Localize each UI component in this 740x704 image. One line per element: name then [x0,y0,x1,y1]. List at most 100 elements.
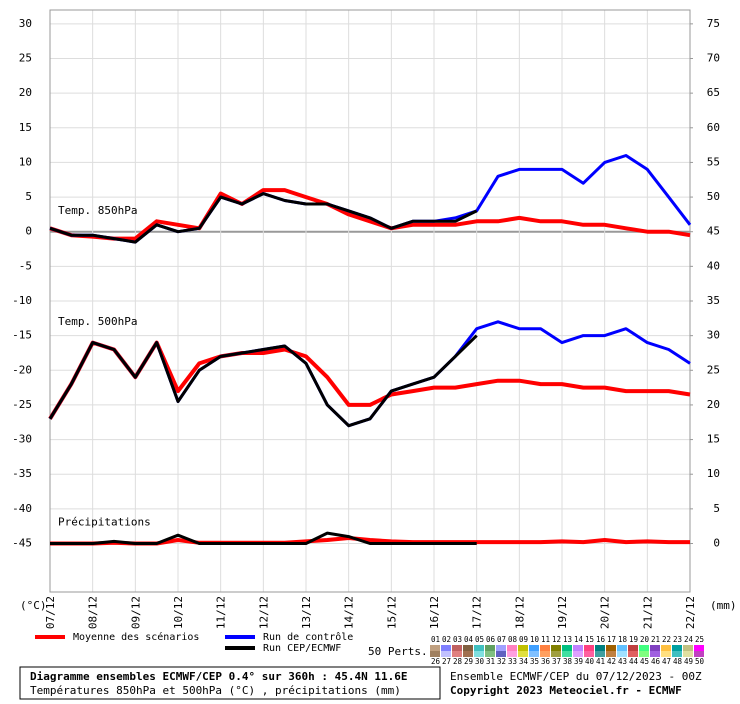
member-label: 02 [442,635,451,644]
member-label: 36 [541,657,551,666]
member-label: 39 [574,657,583,666]
member-label: 38 [563,657,573,666]
member-label: 17 [607,635,616,644]
member-swatch [573,651,583,657]
member-swatch [639,651,649,657]
annotation: Précipitations [58,516,151,529]
y2-tick-label: 75 [707,17,720,30]
member-label: 49 [684,657,693,666]
x-tick-label: 11/12 [215,596,228,629]
x-tick-label: 08/12 [87,596,100,629]
member-label: 22 [662,635,671,644]
x-tick-label: 16/12 [428,596,441,629]
y-tick-label: -30 [12,433,32,446]
x-tick-label: 22/12 [684,596,697,629]
grid [49,10,691,592]
member-swatch [452,645,462,651]
member-swatch [441,651,451,657]
x-tick-label: 14/12 [343,596,356,629]
footer-title: Diagramme ensembles ECMWF/CEP 0.4° sur 3… [30,670,408,683]
member-swatch [441,645,451,651]
member-swatch [507,651,517,657]
member-swatch [650,645,660,651]
y-tick-label: -45 [12,537,32,550]
member-swatch [661,651,671,657]
y-tick-label: 20 [19,86,32,99]
member-label: 13 [563,635,572,644]
x-tick-label: 19/12 [556,596,569,629]
legend-label: Run de contrôle [263,631,353,643]
footer-subtitle: Températures 850hPa et 500hPa (°C) , pré… [30,684,401,697]
footer-box [19,666,441,700]
member-label: 15 [585,635,594,644]
x-tick-label: 12/12 [257,596,270,629]
member-swatch [518,645,528,651]
y-tick-label: -5 [19,259,32,272]
member-swatch [584,651,594,657]
member-swatch [474,645,484,651]
member-swatch [683,651,693,657]
member-label: 23 [673,635,682,644]
member-label: 30 [475,657,485,666]
y2-axis-label: (mm) [710,599,737,612]
y2-tick-label: 40 [707,259,720,272]
y2-tick-label: 0 [713,537,720,550]
member-label: 16 [596,635,606,644]
y2-tick-label: 25 [707,363,720,376]
x-tick-label: 07/12 [44,596,57,629]
member-swatch [474,651,484,657]
member-label: 41 [596,657,605,666]
y-tick-label: -15 [12,329,32,342]
member-swatch [452,651,462,657]
y2-tick-label: 30 [707,329,720,342]
series-line [50,531,477,545]
member-swatch [562,651,572,657]
member-label: 29 [464,657,473,666]
y-tick-label: -35 [12,467,32,480]
member-swatch [430,645,440,651]
member-label: 08 [508,635,518,644]
y2-tick-label: 50 [707,190,720,203]
y2-tick-label: 55 [707,155,720,168]
member-swatch [650,651,660,657]
y-tick-label: 10 [19,155,32,168]
member-swatch [551,651,561,657]
footer-run: Ensemble ECMWF/CEP du 07/12/2023 - 00Z [450,670,702,683]
member-swatch [485,651,495,657]
x-tick-label: 10/12 [172,596,185,629]
member-swatch [672,645,682,651]
member-label: 01 [431,635,440,644]
member-swatch [606,651,616,657]
member-label: 48 [673,657,683,666]
member-label: 14 [574,635,584,644]
member-label: 24 [684,635,694,644]
member-label: 18 [618,635,628,644]
member-swatch [496,645,506,651]
member-label: 07 [497,635,506,644]
member-swatch [430,651,440,657]
y-tick-label: 0 [25,225,32,238]
member-label: 10 [530,635,540,644]
y2-tick-label: 45 [707,225,720,238]
member-swatch [485,645,495,651]
member-swatch [617,645,627,651]
x-tick-label: 13/12 [300,596,313,629]
x-tick-label: 20/12 [599,596,612,629]
member-label: 34 [519,657,529,666]
member-label: 06 [486,635,496,644]
y2-tick-label: 65 [707,86,720,99]
member-swatch [661,645,671,651]
legend-label: Moyenne des scénarios [73,631,199,643]
member-swatch [694,645,704,651]
member-label: 33 [508,657,517,666]
member-label: 12 [552,635,561,644]
member-label: 19 [629,635,638,644]
series-line [49,188,691,241]
y-tick-label: 25 [19,52,32,65]
member-swatch [463,645,473,651]
y-tick-label: -25 [12,398,32,411]
y2-tick-label: 20 [707,398,720,411]
annotation: Temp. 850hPa [58,204,137,217]
